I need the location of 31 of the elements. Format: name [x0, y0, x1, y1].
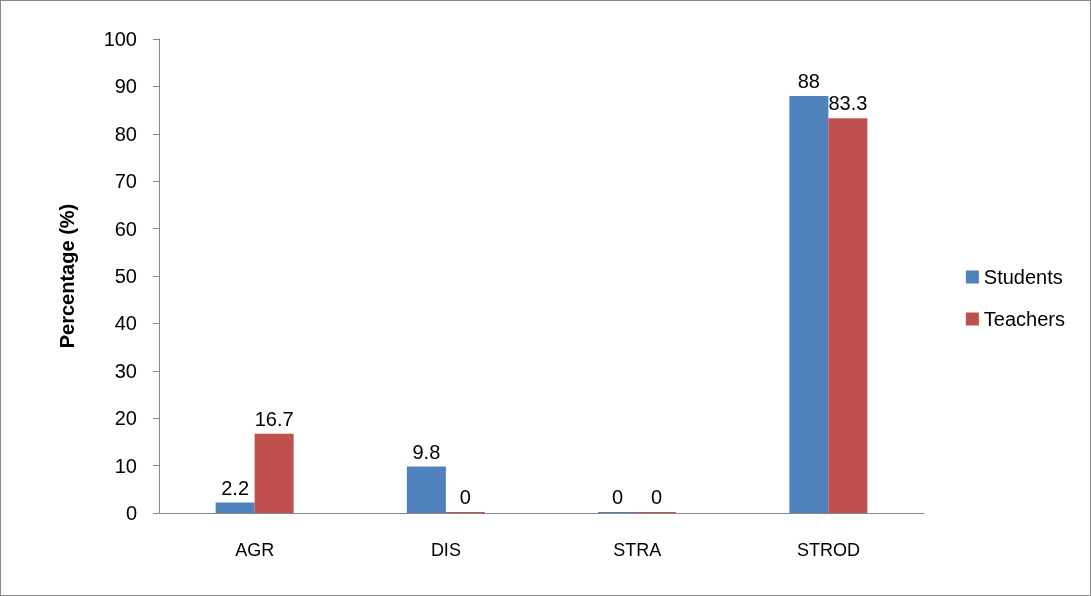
y-tick-label: 20 [114, 407, 137, 430]
x-tick-label: DIS [430, 540, 461, 560]
bar [828, 118, 868, 513]
data-label: 0 [459, 486, 471, 508]
y-tick-label: 60 [114, 217, 137, 240]
bar [215, 502, 255, 513]
data-label: 0 [612, 486, 624, 508]
data-label: 16.7 [254, 407, 294, 430]
x-tick-label: STRA [613, 540, 662, 560]
data-label: 0 [651, 486, 663, 508]
y-axis-title: Percentage (%) [56, 203, 78, 349]
bar [254, 433, 294, 513]
y-tick-label: 90 [114, 75, 137, 98]
y-tick-label: 0 [125, 502, 137, 524]
data-label: 2.2 [221, 476, 250, 499]
y-tick-label: 100 [103, 28, 137, 50]
y-tick-label: 70 [114, 170, 137, 193]
y-tick-label: 30 [114, 359, 137, 382]
data-label: 88 [797, 69, 820, 92]
legend-label: Teachers [983, 308, 1065, 330]
y-tick-label: 10 [114, 454, 137, 477]
x-tick-label: AGR [235, 540, 275, 560]
y-tick-label: 80 [114, 122, 137, 145]
legend-label: Students [983, 266, 1063, 288]
data-label: 83.3 [828, 92, 868, 115]
x-tick-label: STROD [796, 540, 860, 560]
data-label: 9.8 [412, 440, 441, 463]
bar [789, 95, 829, 513]
bar [406, 466, 446, 513]
y-tick-label: 40 [114, 312, 137, 335]
y-tick-label: 50 [114, 265, 137, 287]
